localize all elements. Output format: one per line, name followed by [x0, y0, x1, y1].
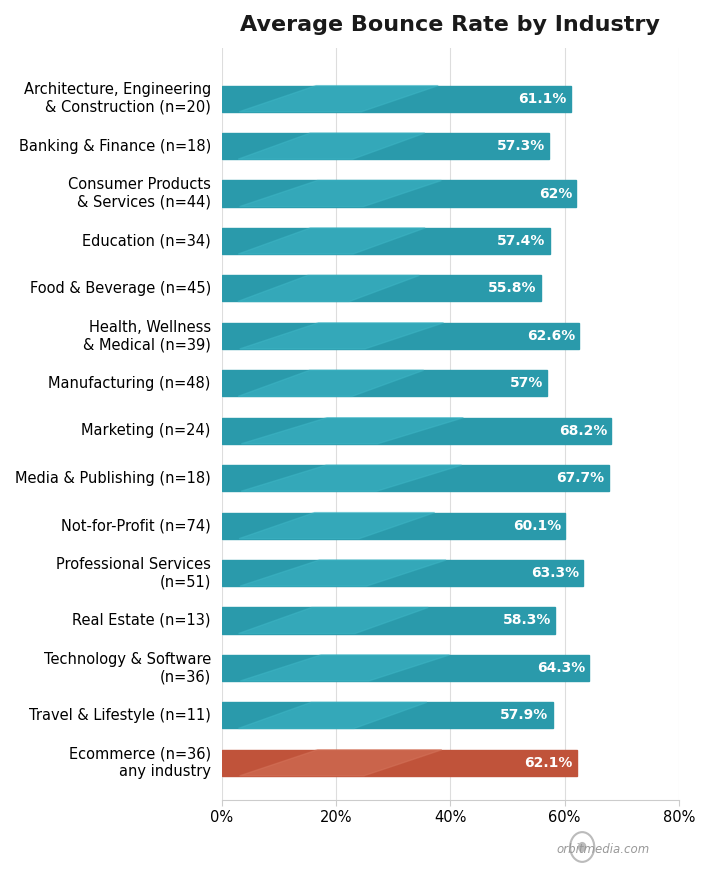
- Polygon shape: [239, 133, 425, 159]
- Polygon shape: [241, 466, 462, 491]
- Bar: [222, 370, 547, 396]
- Bar: [222, 513, 565, 539]
- Text: 57.3%: 57.3%: [497, 139, 545, 153]
- Text: 67.7%: 67.7%: [557, 471, 604, 485]
- Polygon shape: [240, 560, 446, 586]
- Title: Average Bounce Rate by Industry: Average Bounce Rate by Industry: [241, 15, 660, 35]
- Text: 57.9%: 57.9%: [501, 709, 549, 723]
- Text: 62%: 62%: [539, 186, 572, 200]
- Bar: [222, 133, 549, 159]
- Bar: [222, 86, 571, 112]
- Text: 60.1%: 60.1%: [513, 519, 561, 533]
- Text: 58.3%: 58.3%: [503, 613, 551, 627]
- Polygon shape: [238, 276, 420, 302]
- Bar: [222, 750, 577, 776]
- Polygon shape: [239, 703, 427, 728]
- Text: 62.1%: 62.1%: [524, 756, 572, 770]
- Polygon shape: [238, 370, 424, 396]
- Bar: [222, 654, 589, 681]
- Text: 61.1%: 61.1%: [518, 92, 567, 106]
- Polygon shape: [240, 654, 449, 681]
- Bar: [222, 466, 608, 491]
- Bar: [222, 417, 611, 444]
- Polygon shape: [239, 86, 438, 112]
- Text: 55.8%: 55.8%: [488, 282, 537, 296]
- Text: 63.3%: 63.3%: [531, 566, 579, 580]
- Polygon shape: [239, 180, 442, 206]
- Polygon shape: [239, 513, 435, 539]
- Bar: [222, 703, 552, 728]
- Circle shape: [579, 843, 586, 851]
- Bar: [222, 276, 540, 302]
- Polygon shape: [240, 323, 444, 349]
- Text: orbitmedia.com: orbitmedia.com: [557, 843, 650, 856]
- Bar: [222, 607, 555, 634]
- Text: 62.6%: 62.6%: [528, 329, 575, 343]
- Polygon shape: [239, 607, 428, 634]
- Polygon shape: [239, 228, 425, 254]
- Bar: [222, 228, 550, 254]
- Text: 68.2%: 68.2%: [559, 424, 608, 438]
- Bar: [222, 180, 576, 206]
- Bar: [222, 560, 584, 586]
- Text: 57%: 57%: [510, 376, 543, 390]
- Text: 57.4%: 57.4%: [497, 234, 546, 248]
- Bar: [222, 323, 579, 349]
- Polygon shape: [239, 750, 442, 776]
- Text: 64.3%: 64.3%: [537, 661, 585, 675]
- Polygon shape: [241, 417, 464, 444]
